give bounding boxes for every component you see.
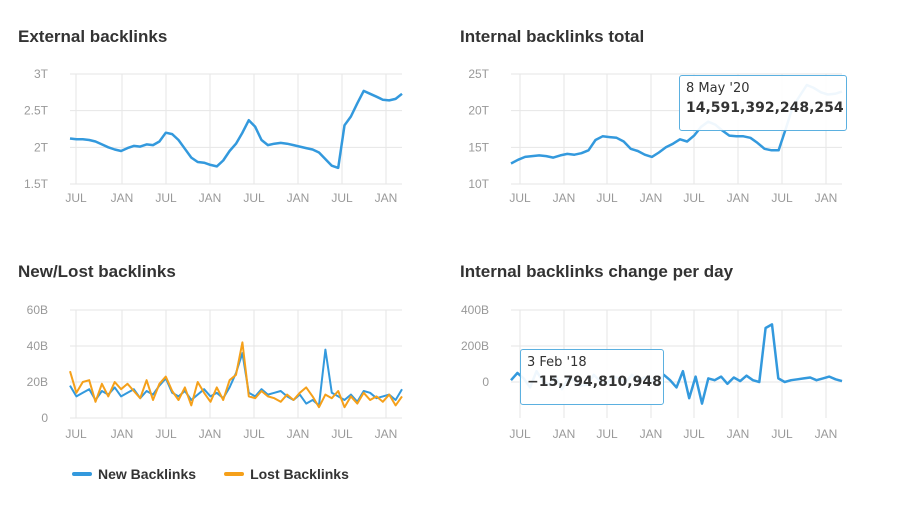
chart-legend: New Backlinks Lost Backlinks — [72, 466, 349, 482]
new-lost-backlinks-chart[interactable]: 0 20B 40B 60B JUL JAN JUL JAN JUL JAN JUL JAN — [0, 240, 456, 508]
y-tick-label: 200B — [461, 339, 489, 353]
legend-label-lost: Lost Backlinks — [250, 466, 349, 482]
x-tick-label: JAN — [111, 191, 134, 205]
y-tick-label: 25T — [468, 67, 489, 81]
internal-change-panel: Internal backlinks change per day 0 200B 4… — [0, 240, 912, 508]
x-tick-label: JUL — [155, 191, 177, 205]
x-tick-label: JUL — [683, 427, 705, 441]
y-tick-label: 20B — [27, 375, 48, 389]
new-lost-backlinks-title: New/Lost backlinks — [18, 262, 176, 281]
x-tick-label: JAN — [375, 427, 398, 441]
legend-label-new: New Backlinks — [98, 466, 197, 482]
x-tick-label: JUL — [509, 191, 531, 205]
new-lost-backlinks-panel: New/Lost backlinks 0 20B 40B 60B JUL JAN JUL JA… — [0, 240, 456, 508]
y-tick-label: 1.5T — [24, 177, 49, 191]
x-tick-label: JUL — [331, 427, 353, 441]
internal-change-chart[interactable]: 0 200B 400B JUL JAN JUL JAN JUL JAN JUL JAN — [0, 240, 912, 508]
y-tick-label: 2T — [34, 140, 49, 154]
y-tick-label: 20T — [468, 104, 489, 118]
x-tick-label: JUL — [243, 191, 265, 205]
x-tick-label: JAN — [815, 427, 838, 441]
x-tick-label: JAN — [287, 427, 310, 441]
internal_total-series-line — [510, 83, 843, 165]
y-tick-label: 0 — [482, 375, 489, 389]
y-tick-label: 10T — [468, 177, 489, 191]
x-tick-label: JAN — [199, 191, 222, 205]
x-tick-label: JAN — [553, 191, 576, 205]
external-backlinks-panel: External backlinks 1.5T 2T 2.5T 3T JUL JAN JUL… — [0, 0, 456, 240]
external-backlinks-chart[interactable]: 1.5T 2T 2.5T 3T JUL JAN JUL JAN JUL JAN JUL JAN — [0, 0, 456, 240]
internal-backlinks-total-chart[interactable]: 10T 15T 20T 25T JUL JAN JUL JAN JUL JAN JUL JAN — [0, 0, 912, 240]
x-tick-label: JUL — [771, 191, 793, 205]
x-tick-label: JAN — [727, 191, 750, 205]
x-tick-label: JAN — [287, 191, 310, 205]
x-tick-label: JUL — [65, 427, 87, 441]
y-tick-label: 400B — [461, 303, 489, 317]
x-tick-label: JUL — [65, 191, 87, 205]
x-tick-label: JUL — [683, 191, 705, 205]
x-tick-label: JUL — [771, 427, 793, 441]
x-tick-label: JUL — [243, 427, 265, 441]
x-tick-label: JAN — [553, 427, 576, 441]
x-tick-label: JAN — [375, 191, 398, 205]
x-tick-label: JAN — [640, 191, 663, 205]
internal-backlinks-total-panel: Internal backlinks total 10T 15T 20T 25T JUL… — [0, 0, 912, 240]
x-tick-label: JUL — [509, 427, 531, 441]
legend-swatch-lost — [224, 472, 245, 476]
x-tick-label: JAN — [199, 427, 222, 441]
x-tick-label: JUL — [331, 191, 353, 205]
legend-lost-backlinks[interactable]: Lost Backlinks — [224, 466, 349, 482]
x-tick-label: JUL — [596, 427, 618, 441]
x-tick-label: JAN — [111, 427, 134, 441]
x-tick-label: JAN — [640, 427, 663, 441]
x-tick-label: JAN — [727, 427, 750, 441]
external-series-line — [69, 89, 403, 170]
y-tick-label: 2.5T — [24, 104, 49, 118]
y-tick-label: 40B — [27, 339, 48, 353]
y-tick-label: 0 — [41, 411, 48, 425]
x-tick-label: JUL — [155, 427, 177, 441]
x-tick-label: JUL — [596, 191, 618, 205]
external-backlinks-title: External backlinks — [18, 27, 168, 46]
legend-swatch-new — [72, 472, 92, 476]
internal_change-series-line — [510, 323, 843, 405]
lost-backlinks-line — [69, 341, 403, 409]
y-tick-label: 3T — [34, 67, 49, 81]
legend-new-backlinks[interactable]: New Backlinks — [72, 466, 196, 482]
y-tick-label: 60B — [27, 303, 48, 317]
x-tick-label: JAN — [815, 191, 838, 205]
y-tick-label: 15T — [468, 140, 489, 154]
